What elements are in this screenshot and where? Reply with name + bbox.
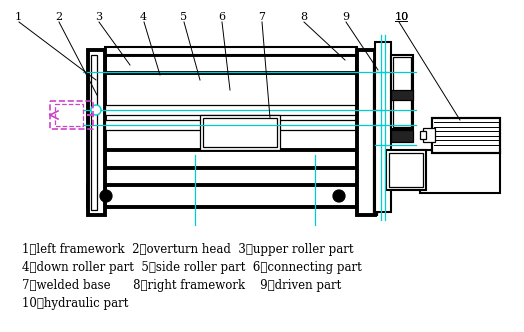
Bar xyxy=(105,55,357,73)
Bar xyxy=(386,150,426,190)
Text: 10: 10 xyxy=(395,12,409,22)
Bar xyxy=(88,50,105,215)
Text: 9: 9 xyxy=(342,12,349,22)
Text: 10: 10 xyxy=(395,12,409,22)
Text: 3: 3 xyxy=(95,12,102,22)
Bar xyxy=(391,130,413,142)
Bar xyxy=(393,99,411,127)
Text: 6: 6 xyxy=(218,12,225,22)
Bar xyxy=(375,42,391,212)
Bar xyxy=(105,47,357,55)
Bar xyxy=(105,150,357,168)
Text: 7、welded base      8、right framework    9、driven part: 7、welded base 8、right framework 9、driven… xyxy=(22,279,341,292)
Bar xyxy=(91,55,97,210)
Bar xyxy=(55,104,83,126)
Circle shape xyxy=(100,190,112,202)
Text: 1、left framework  2、overturn head  3、upper roller part: 1、left framework 2、overturn head 3、upper… xyxy=(22,243,354,256)
Bar xyxy=(432,118,500,153)
Bar xyxy=(105,73,357,150)
Bar xyxy=(391,97,413,129)
Bar xyxy=(420,150,500,193)
Circle shape xyxy=(91,105,101,115)
Text: 4: 4 xyxy=(140,12,147,22)
Text: 2: 2 xyxy=(55,12,62,22)
Bar xyxy=(373,60,377,215)
Bar xyxy=(88,185,357,207)
Text: 1: 1 xyxy=(15,12,22,22)
Bar xyxy=(50,101,93,129)
Bar xyxy=(200,115,280,150)
Bar xyxy=(391,55,413,93)
Text: 7: 7 xyxy=(258,12,265,22)
Bar xyxy=(105,105,357,115)
Text: 10、hydraulic part: 10、hydraulic part xyxy=(22,297,128,310)
Text: 5: 5 xyxy=(180,12,187,22)
Bar xyxy=(357,50,375,215)
Bar xyxy=(393,57,411,91)
Bar xyxy=(423,128,435,142)
Text: 8: 8 xyxy=(300,12,307,22)
Circle shape xyxy=(333,190,345,202)
Bar xyxy=(391,90,413,100)
Bar xyxy=(420,131,426,139)
Bar xyxy=(389,153,423,187)
Bar xyxy=(432,118,500,153)
Bar xyxy=(203,118,277,147)
Text: 4、down roller part  5、side roller part  6、connecting part: 4、down roller part 5、side roller part 6、… xyxy=(22,261,362,274)
Bar xyxy=(105,120,357,130)
